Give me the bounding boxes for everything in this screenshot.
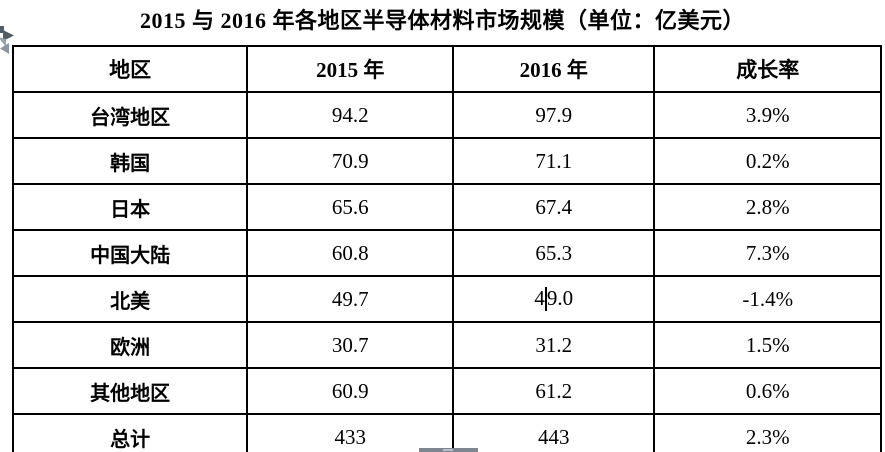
scrollbar-grip xyxy=(443,449,453,451)
value-2015-cell[interactable]: 94.2 xyxy=(246,91,455,139)
region-cell[interactable]: 其他地区 xyxy=(11,367,249,415)
table-row: 中国大陆 60.8 65.3 7.3% xyxy=(11,229,882,277)
horizontal-scrollbar-thumb[interactable] xyxy=(419,448,478,452)
value-2015-cell[interactable]: 30.7 xyxy=(246,321,455,369)
page-title: 2015 与 2016 年各地区半导体材料市场规模（单位：亿美元） xyxy=(139,8,745,33)
column-header-0[interactable]: 地区 xyxy=(11,45,249,93)
growth-cell[interactable]: -1.4% xyxy=(653,275,882,323)
table-row: 韩国 70.9 71.1 0.2% xyxy=(11,137,882,185)
region-cell[interactable]: 韩国 xyxy=(11,137,249,185)
text-before-cursor: 4 xyxy=(534,285,545,310)
growth-cell[interactable]: 0.2% xyxy=(653,137,882,185)
growth-cell[interactable]: 1.5% xyxy=(653,321,882,369)
growth-cell[interactable]: 3.9% xyxy=(653,91,882,139)
growth-cell[interactable]: 2.8% xyxy=(653,183,882,231)
column-header-1[interactable]: 2015 年 xyxy=(246,45,455,93)
table-row: 日本 65.6 67.4 2.8% xyxy=(11,183,882,231)
value-2015-cell[interactable]: 70.9 xyxy=(246,137,455,185)
text-after-cursor: 9.0 xyxy=(546,285,574,310)
value-2015-cell[interactable]: 433 xyxy=(246,413,455,452)
value-2015-cell[interactable]: 60.8 xyxy=(246,229,455,277)
value-2016-cell[interactable]: 67.4 xyxy=(452,183,656,231)
value-2016-cell[interactable]: 443 xyxy=(452,413,656,452)
table-move-handle-icon[interactable] xyxy=(0,26,16,58)
region-cell[interactable]: 台湾地区 xyxy=(11,91,249,139)
table-row: 台湾地区 94.2 97.9 3.9% xyxy=(11,91,882,139)
header-row: 地区 2015 年 2016 年成长率 xyxy=(11,45,882,93)
table-row: 其他地区 60.9 61.2 0.6% xyxy=(11,367,882,415)
value-2016-cell[interactable]: 61.2 xyxy=(452,367,656,415)
value-2015-cell[interactable]: 65.6 xyxy=(246,183,455,231)
table-row: 总计 433 443 2.3% xyxy=(11,413,882,452)
growth-cell[interactable]: 0.6% xyxy=(653,367,882,415)
table-row: 北美 49.7 49.0 -1.4% xyxy=(11,275,882,323)
value-2016-cell[interactable]: 97.9 xyxy=(452,91,656,139)
table-row: 欧洲 30.7 31.2 1.5% xyxy=(11,321,882,369)
value-2015-cell[interactable]: 49.7 xyxy=(246,275,455,323)
growth-cell[interactable]: 2.3% xyxy=(653,413,882,452)
value-2015-cell[interactable]: 60.9 xyxy=(246,367,455,415)
value-2016-cell[interactable]: 65.3 xyxy=(452,229,656,277)
value-2016-cell[interactable]: 71.1 xyxy=(452,137,656,185)
region-cell[interactable]: 日本 xyxy=(11,183,249,231)
column-header-3[interactable]: 成长率 xyxy=(653,45,882,93)
growth-cell[interactable]: 7.3% xyxy=(653,229,882,277)
region-cell[interactable]: 中国大陆 xyxy=(11,229,249,277)
region-cell[interactable]: 总计 xyxy=(11,413,249,452)
region-cell[interactable]: 欧洲 xyxy=(11,321,249,369)
text-insertion-cursor xyxy=(544,287,547,312)
region-cell[interactable]: 北美 xyxy=(11,275,249,323)
column-header-2[interactable]: 2016 年 xyxy=(452,45,656,93)
value-2016-cell[interactable]: 49.0 xyxy=(452,275,656,323)
value-2016-cell[interactable]: 31.2 xyxy=(452,321,656,369)
market-size-table: 地区 2015 年 2016 年成长率 台湾地区 94.2 97.9 3.9% 韩国 70.9… xyxy=(11,45,882,452)
